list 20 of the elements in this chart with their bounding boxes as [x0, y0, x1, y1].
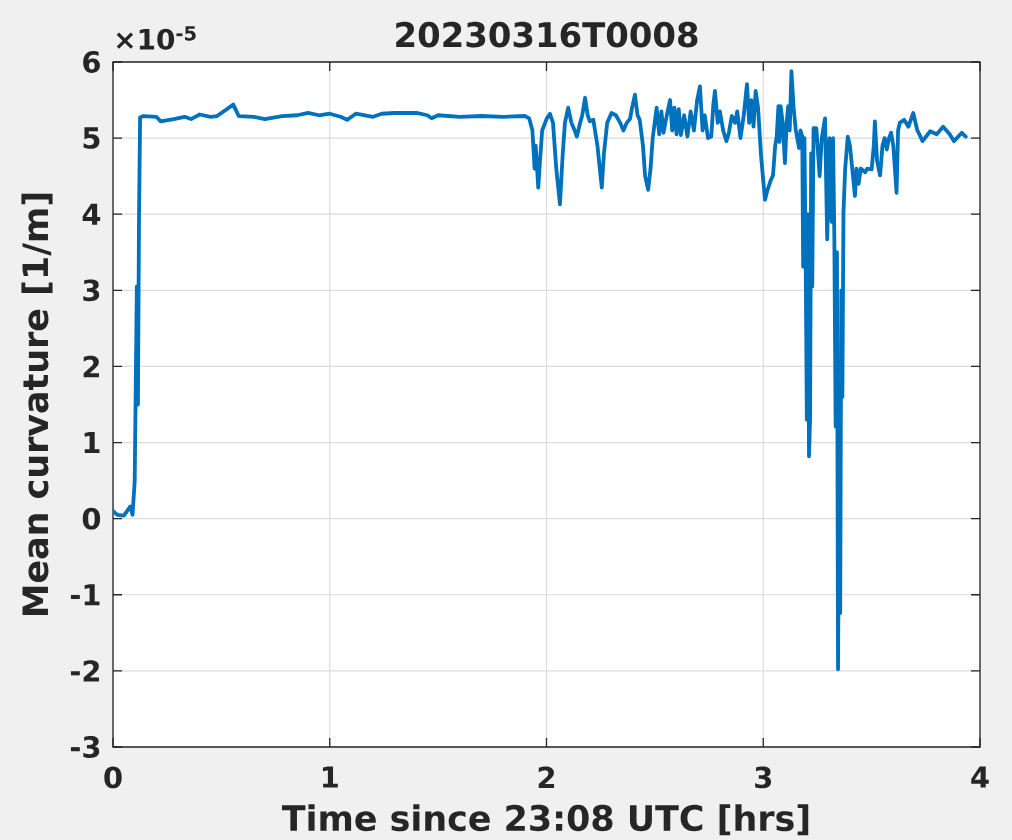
x-tick-label: 4	[971, 766, 989, 788]
y-tick-label: 0	[82, 507, 101, 530]
y-tick-label: 5	[83, 127, 100, 149]
y-tick-label: -3	[70, 736, 100, 758]
x-tick-label: 0	[104, 766, 122, 789]
y-tick-label: 2	[83, 355, 99, 378]
x-axis-title: Time since 23:08 UTC [hrs]	[281, 804, 809, 836]
x-tick-label: 1	[322, 766, 338, 788]
y-axis-title: Mean curvature [1/m]	[21, 193, 53, 616]
y-tick-label: -1	[70, 584, 100, 606]
chart-title: 20230316T0008	[396, 21, 698, 48]
x-tick-label: 3	[755, 766, 771, 789]
y-tick-label: -2	[70, 660, 99, 682]
y-tick-label: 6	[83, 51, 100, 73]
x-tick-label: 2	[538, 766, 555, 788]
y-tick-label: 3	[83, 279, 100, 302]
y-tick-label: 4	[82, 203, 101, 225]
line-series	[113, 69, 968, 672]
y-tick-label: 1	[84, 432, 100, 454]
text: ×10$^{-5}$	[116, 26, 196, 50]
